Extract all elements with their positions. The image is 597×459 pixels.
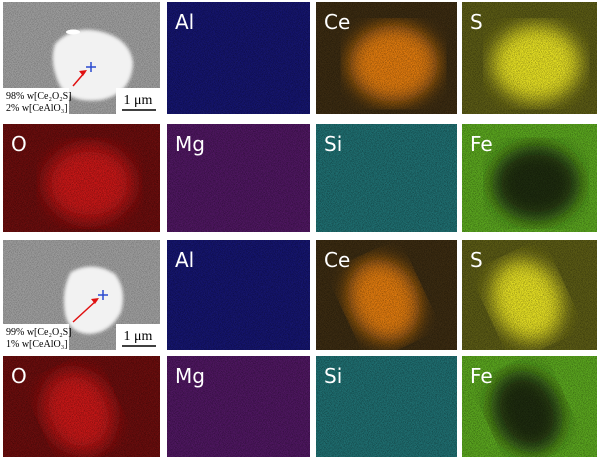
panel: Si [316,124,457,232]
composition: 99% w[Ce₂O₂S] [6,327,72,338]
panel-content: Si [316,356,457,457]
panel: Mg [167,124,310,232]
element-label: O [11,132,27,156]
panel: Mg [167,356,310,457]
composition: 98% w[Ce₂O₂S] [6,91,72,102]
panel: Al [167,2,310,114]
panel: Si [316,356,457,457]
panel-content: Ce [316,2,457,114]
panel-content: S [462,240,597,353]
panel: Fe [462,124,597,232]
inclusion-streak [66,30,80,35]
panel-content: Al [167,2,310,114]
panel: Ce [316,240,457,353]
panel-content: Al [167,240,310,350]
panel-content: Fe [462,356,597,459]
panel: Fe [462,356,597,459]
panel: 99% w[Ce₂O₂S]1% w[CeAlO₃] 1 μm [3,240,160,350]
element-label: Fe [470,132,493,156]
panel-content: Mg [167,356,310,457]
element-label: Mg [175,364,205,388]
element-label: O [11,364,27,388]
panel: S [462,2,597,114]
figure: 98% w[Ce₂O₂S]2% w[CeAlO₃] 1 μm Al Ce S O Mg Si F… [0,0,597,459]
panel-content: 98% w[Ce₂O₂S]2% w[CeAlO₃] 1 μm [3,2,160,114]
element-label: Al [175,10,194,34]
composition: 2% w[CeAlO₃] [6,103,68,114]
panel-content: O [3,124,160,232]
panel-content: Ce [316,240,457,353]
scale-bar-label: 1 μm [124,93,153,108]
panel: O [3,124,160,232]
scale-bar-label: 1 μm [124,329,153,344]
element-label: Al [175,248,194,272]
element-label: S [470,248,483,272]
panel-content: S [462,2,597,114]
panel: S [462,240,597,353]
panel-content: Mg [167,124,310,232]
panel-content: Si [316,124,457,232]
panel: Al [167,240,310,350]
panel-content: 99% w[Ce₂O₂S]1% w[CeAlO₃] 1 μm [3,240,160,350]
panel: O [3,356,160,459]
element-label: Mg [175,132,205,156]
composition: 1% w[CeAlO₃] [6,339,68,350]
element-label: Si [324,132,342,156]
panel-content: Fe [462,124,597,232]
element-label: Fe [470,364,493,388]
element-label: S [470,10,483,34]
panel: 98% w[Ce₂O₂S]2% w[CeAlO₃] 1 μm [3,2,160,114]
element-label: Si [324,364,342,388]
panel: Ce [316,2,457,114]
element-label: Ce [324,248,350,272]
panel-content: O [3,356,160,459]
element-label: Ce [324,10,350,34]
